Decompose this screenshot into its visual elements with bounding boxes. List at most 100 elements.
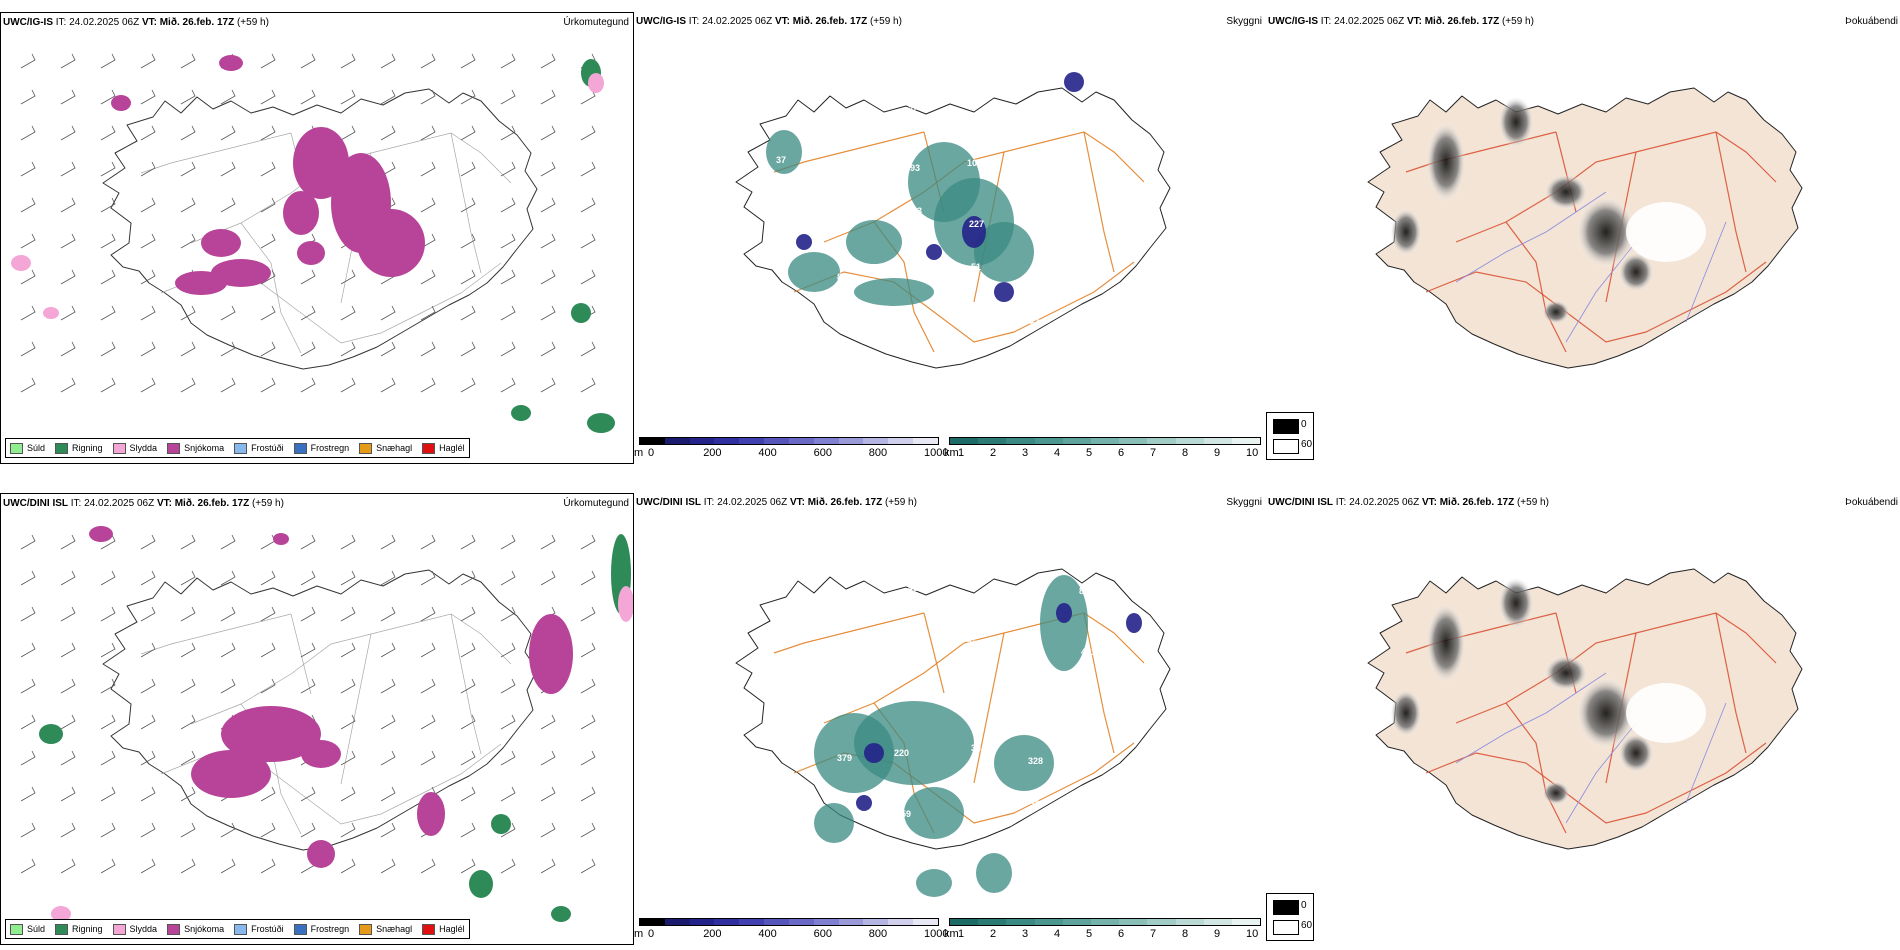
colorbar-tick: 400 [758,928,777,940]
colorbar-cell [664,919,690,925]
visibility-value-label: 149 [1022,591,1037,601]
visibility-value-label: 468 [776,636,791,646]
fog-legend-swatch [1273,920,1299,935]
visibility-value-label: 261 [1083,209,1098,219]
colorbar-strip [949,918,1261,926]
colorbar-tick: 3 [1022,447,1029,459]
colorbar-tick: 10 [1246,447,1259,459]
visibility-value-label: 27 [969,700,979,710]
colorbar-cell [1175,919,1204,925]
visibility-colorbar-top: km 1 2 3 4 5 6 7 8 9 10 [944,437,1266,463]
visibility-value-label: 88 [1024,153,1034,163]
colorbar-cell [863,438,889,444]
colorbar-unit: m [634,447,644,459]
fog-legend-swatch [1273,439,1299,454]
visibility-value-label: 47 [1085,270,1095,280]
colorbar-strip [639,918,939,926]
legend-swatch [234,923,248,935]
precip-map [11,53,615,433]
visibility-value-label: 328 [1028,756,1043,766]
colorbar-cell [1231,438,1261,444]
colorbar-cell [689,438,715,444]
visibility-value-label: 122 [835,211,850,221]
visibility-value-label: 30 [1087,812,1097,822]
legend-item: Slydda [112,442,158,454]
fog-map [1367,568,1803,850]
visibility-value-label: 875 [1026,214,1041,224]
colorbar-cell [1147,919,1176,925]
visibility-value-label: 227 [969,219,984,229]
colorbar-cell [1034,919,1063,925]
colorbar-tick: 1000 [924,928,949,940]
precip-type-panel-top: UWC/IG-IS IT: 24.02.2025 06Z VT: Mið. 26… [0,12,634,464]
colorbar-cell [888,919,914,925]
colorbar-tick: 8 [1182,928,1189,940]
colorbar-tick: 10 [1246,928,1259,940]
legend-swatch [359,442,373,454]
precip-legend: Súld Rigning Slydda Snjókoma Frostúði Frostre… [5,438,470,458]
colorbar-tick: 1 [958,447,965,459]
panel-title: UWC/IG-IS IT: 24.02.2025 06Z VT: Mið. 26… [636,16,902,27]
legend-item: Frostregn [293,923,349,935]
fog-panel-top: UWC/IG-IS IT: 24.02.2025 06Z VT: Mið. 26… [1266,12,1900,464]
colorbar-tick: 1 [958,928,965,940]
legend-item: Súld [10,442,46,454]
legend-swatch [293,923,307,935]
colorbar-cell [950,438,979,444]
colorbar-tick: 5 [1086,928,1093,940]
ceiling-colorbar-bottom: m 0 200 400 600 800 1000 [634,918,948,944]
legend-label: Súld [27,924,46,934]
legend-swatch [167,923,181,935]
visibility-value-label: 338 [967,639,982,649]
legend-label: Frostúði [251,924,284,934]
colorbar-cell [1203,919,1232,925]
legend-item: Súld [10,923,46,935]
precip-map [20,526,633,922]
fog-legend-label: 60 [1301,439,1313,450]
colorbar-tick: 2 [990,928,997,940]
legend-swatch [10,923,23,935]
legend-swatch [10,442,23,454]
colorbar-unit: km [944,447,959,459]
visibility-value-label: 51 [839,315,849,325]
colorbar-tick: 7 [1150,928,1157,940]
colorbar-cell [714,438,740,444]
visibility-value-label: 76 [1028,275,1038,285]
colorbar-tick: 800 [868,447,888,459]
colorbar-tick: 6 [1118,928,1125,940]
legend-item: Haglél [422,442,465,454]
visibility-value-label: 379 [837,753,852,763]
colorbar-cell [978,438,1007,444]
colorbar-tick: 9 [1214,928,1221,940]
colorbar-cell [764,438,789,444]
colorbar-tick: 4 [1054,928,1061,940]
visibility-value-label: 169 [780,740,795,750]
legend-item: Rigning [55,442,103,454]
precip-type-panel-bottom: UWC/DINI ISL IT: 24.02.2025 06Z VT: Mið.… [0,493,634,945]
legend-swatch [234,442,248,454]
legend-label: Snæhagl [376,924,413,934]
colorbar-cell [950,919,979,925]
colorbar-cell [1006,438,1035,444]
legend-label: Haglél [439,443,465,453]
fog-panel-bottom: UWC/DINI ISL IT: 24.02.2025 06Z VT: Mið.… [1266,493,1900,945]
legend-label: Slydda [129,924,158,934]
colorbar-tick: 1000 [924,447,949,459]
colorbar-cell [1175,438,1204,444]
visibility-value-label: 64 [1030,318,1040,328]
visibility-value-label: 79 [782,801,792,811]
visibility-value-label: 36 [971,743,981,753]
panel-title: UWC/DINI ISL IT: 24.02.2025 06Z VT: Mið.… [636,497,917,508]
legend-label: Súld [27,443,46,453]
panel-title: UWC/DINI ISL IT: 24.02.2025 06Z VT: Mið.… [3,498,284,509]
panel-product-name: Skyggni [1226,497,1262,508]
colorbar-cell [1006,919,1035,925]
legend-item: Frostúði [234,442,284,454]
colorbar-cell [764,919,789,925]
colorbar-strip [639,437,939,445]
legend-swatch [422,923,436,935]
legend-item: Snjókoma [167,923,224,935]
legend-swatch [112,442,126,454]
legend-label: Slydda [129,443,158,453]
fog-legend-label: 0 [1301,419,1307,430]
